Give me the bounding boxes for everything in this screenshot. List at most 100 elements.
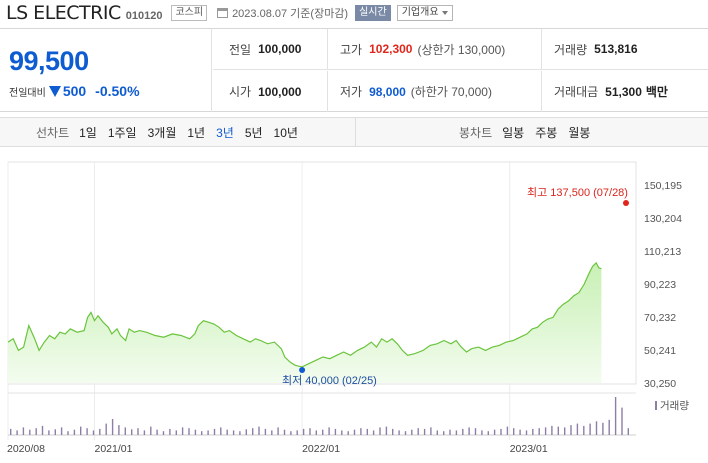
volume-bar [372,430,375,435]
volume-bar [60,427,63,435]
volume-bar [213,428,216,435]
volume-bar [532,428,534,435]
date-info: 2023.08.07 기준(장마감) [217,5,348,21]
volume-bar [92,430,95,435]
volume-bar [468,427,470,435]
series-line [7,261,602,368]
open-price: 시가 100,000 [229,71,301,112]
price-summary: 99,500 전일대비 500 -0.50% [0,29,212,112]
realtime-button[interactable]: 실시간 [355,5,391,21]
change-rate: -0.50% [95,83,140,99]
tab-candle-0[interactable]: 일봉 [502,125,525,140]
high-value: 102,300 [369,42,413,56]
volume-bar [296,430,298,435]
stock-header: LS ELECTRIC 010120 코스피 2023.08.07 기준(장마감… [0,0,708,26]
volume-bar [341,430,343,435]
volume-bar [86,428,88,435]
volume-bar [309,428,311,435]
prev-close-label: 전일 [229,42,252,57]
tab-candle-2[interactable]: 월봉 [568,125,591,140]
volume-bar [360,428,362,435]
volume-bar [137,428,139,435]
line-chart-tabs: 선차트 1일 1주일 3개월 1년 3년 5년 10년 [36,118,309,146]
low-price: 저가 98,000 (하한가 70,000) [327,71,492,112]
volume-label: 거래량 [554,42,588,57]
volume-bar [245,429,247,435]
volume-bar [423,428,426,435]
min-marker [299,367,306,373]
volume-bar [430,427,432,435]
volume-bar [290,431,292,435]
volume-bar [589,423,591,435]
price-chart[interactable]: 150,195 130,204 110,213 90,223 70,232 50,241 3… [0,150,708,463]
stock-name: LS ELECTRIC [6,2,121,24]
tab-period-2[interactable]: 3개월 [147,125,177,140]
volume-bar [392,428,394,435]
tab-period-6[interactable]: 10년 [273,125,298,140]
volume-bar [487,431,489,435]
volume-bar [252,428,254,435]
volume-bar [417,428,419,435]
volume-bar [583,425,585,435]
volume-bar [443,431,445,435]
volume-bar [194,429,197,435]
tab-period-5[interactable]: 5년 [244,125,263,140]
amount-label: 거래대금 [554,85,599,99]
tab-period-4[interactable]: 3년 [216,125,234,140]
volume-bar [570,425,572,435]
volume-bar [156,429,158,435]
volume-bar [506,426,509,435]
tab-candle-1[interactable]: 주봉 [535,125,558,140]
volume-bar [16,430,18,435]
volume-bar [150,426,152,435]
open-label: 시가 [229,85,252,99]
chart-period-tabs: 선차트 1일 1주일 3개월 1년 3년 5년 10년 봉차트 일봉 주봉 월봉 [0,117,708,147]
market-badge: 코스피 [171,5,208,21]
volume-bar [513,428,515,435]
low-value: 98,000 [369,84,406,99]
volume-bar [455,430,458,435]
volume-bar [519,429,521,435]
tab-divider [355,118,356,146]
volume-bar [232,430,235,435]
volume-bar [481,430,483,435]
volume-bar [48,430,50,435]
volume-bar [404,431,407,435]
tab-period-3[interactable]: 1년 [187,125,206,140]
upper-limit: (상한가 130,000) [417,42,506,57]
volume-bar [379,427,381,435]
volume-bar [124,427,126,435]
volume-bar [538,428,540,435]
tab-period-1[interactable]: 1주일 [107,125,137,140]
stats-row-2: 시가 100,000 저가 98,000 (하한가 70,000) 거래대금 5… [213,71,708,112]
volume-bar [111,419,114,435]
x-tick-label: 2021/01 [95,443,133,455]
volume-bar [544,427,547,435]
volume-bar [239,431,241,435]
volume-bar [162,431,165,435]
volume-bar [436,430,438,435]
volume-bar [411,429,413,435]
company-overview-dropdown[interactable]: 기업개요 [396,5,453,21]
candle-chart-tabs: 봉차트 일봉 주봉 월봉 [459,118,601,146]
high-label: 고가 [340,42,363,57]
tab-period-0[interactable]: 1일 [79,125,97,140]
volume-bar [474,428,477,435]
y-tick-label: 70,232 [644,312,676,324]
line-chart-label: 선차트 [36,125,70,140]
low-label: 저가 [340,85,363,99]
price-panel: 99,500 전일대비 500 -0.50% 전일 100,000 고가 102… [0,28,708,112]
volume-value: 513,816 [594,42,638,56]
volume-bar [322,429,324,435]
volume-bar [22,427,25,435]
calendar-icon [217,8,229,18]
volume-bar [557,426,559,435]
volume-legend-swatch [655,401,657,410]
volume-bar [564,427,566,435]
volume-bar [500,428,502,435]
volume-bar [315,430,317,435]
volume-bar [41,425,44,435]
y-tick-label: 90,223 [644,279,676,291]
company-overview-label: 기업개요 [401,7,439,18]
volume-bar [143,430,146,435]
